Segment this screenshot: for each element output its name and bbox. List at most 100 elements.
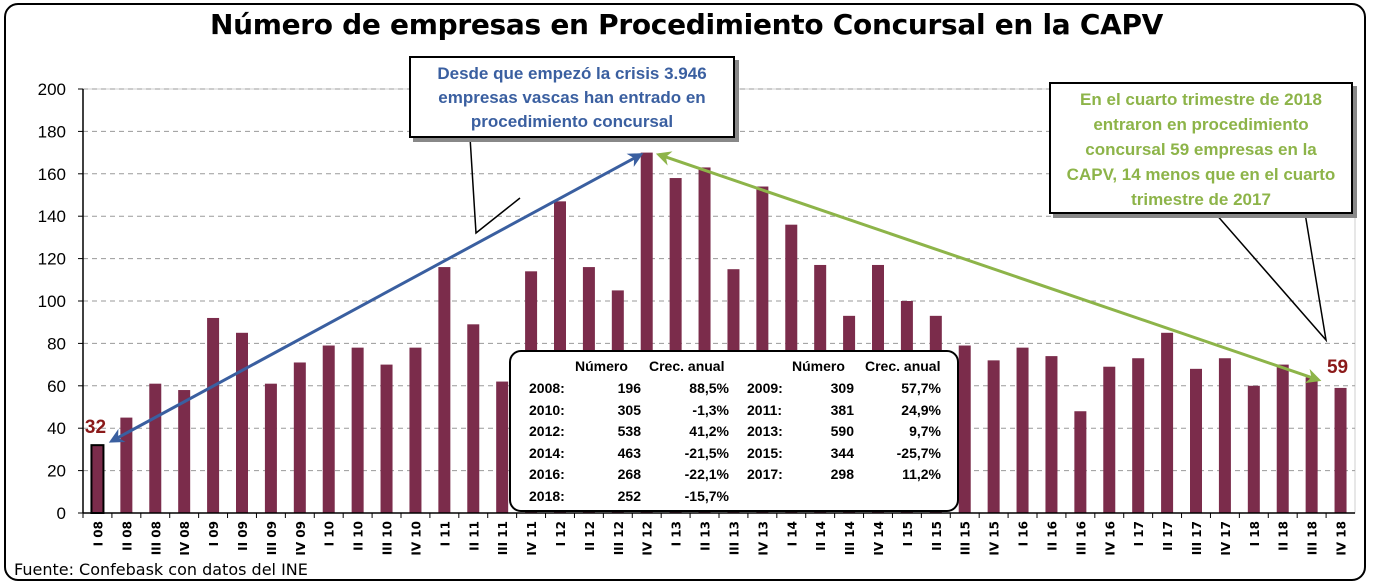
bar xyxy=(496,381,509,513)
y-tick-label: 0 xyxy=(57,504,66,523)
table-growth: 41,2% xyxy=(689,423,729,439)
x-tick-label: III 15 xyxy=(959,521,973,555)
table-number: 298 xyxy=(830,466,854,482)
bar xyxy=(207,317,220,513)
y-tick-label: 100 xyxy=(38,292,66,311)
x-tick-label: II 18 xyxy=(1277,521,1291,551)
x-tick-label: IV 08 xyxy=(178,521,192,556)
x-tick-label: III 18 xyxy=(1306,521,1320,555)
table-number: 305 xyxy=(617,401,641,418)
x-tick-label: III 12 xyxy=(612,521,626,555)
x-tick-label: IV 14 xyxy=(872,521,886,556)
x-tick-label: I 16 xyxy=(1017,521,1031,546)
table-year: 2013: xyxy=(747,423,783,439)
table-growth: -1,3% xyxy=(692,401,729,418)
table-year: 2011: xyxy=(747,401,783,418)
x-tick-label: III 13 xyxy=(727,521,741,555)
x-tick-label: II 15 xyxy=(930,521,944,551)
bar xyxy=(1247,385,1260,513)
bar xyxy=(1334,387,1347,513)
table-number: 309 xyxy=(830,380,854,396)
table-header-number: Número xyxy=(575,358,628,374)
x-tick-label: I 08 xyxy=(91,521,105,546)
x-tick-label: III 08 xyxy=(149,521,163,555)
x-tick-label: II 09 xyxy=(236,521,250,551)
x-tick-label: I 09 xyxy=(207,521,221,546)
table-year: 2016: xyxy=(529,466,565,482)
bar xyxy=(178,390,191,513)
x-tick-label: II 12 xyxy=(583,521,597,551)
bar xyxy=(958,345,971,513)
x-tick-label: II 08 xyxy=(120,521,134,551)
y-tick-label: 120 xyxy=(38,250,66,269)
x-tick-label: I 14 xyxy=(785,521,799,546)
x-tick-label: I 12 xyxy=(554,521,568,546)
x-tick-label: IV 15 xyxy=(988,521,1002,556)
table-number: 463 xyxy=(617,444,641,461)
bar xyxy=(987,360,1000,513)
table-year: 2009: xyxy=(747,380,783,396)
bar xyxy=(380,364,393,513)
x-tick-label: III 10 xyxy=(381,521,395,555)
chart-frame xyxy=(4,3,1366,581)
x-tick-label: I 10 xyxy=(323,521,337,546)
crisis-trend-arrow xyxy=(108,153,644,443)
x-tick-label: II 14 xyxy=(814,521,828,551)
y-tick-label: 140 xyxy=(38,207,66,226)
bar xyxy=(90,444,105,514)
source-note: Fuente: Confebask con datos del INE xyxy=(14,560,308,579)
table-growth: 24,9% xyxy=(901,401,941,418)
x-tick-label: IV 11 xyxy=(525,521,539,556)
table-year: 2014: xyxy=(529,444,565,461)
x-tick-label: I 13 xyxy=(670,521,684,546)
table-number: 381 xyxy=(830,401,854,418)
x-tick-label: IV 12 xyxy=(641,521,655,556)
last-value-label: 59 xyxy=(1327,357,1348,378)
annual-summary-table: Número Crec. anual Número Crec. anual 2008: 1… xyxy=(509,350,959,512)
latest-callout-line: En el cuarto trimestre de 2018 xyxy=(1080,90,1322,109)
table-growth: -25,7% xyxy=(896,444,941,461)
bar xyxy=(264,383,277,513)
table-growth: 9,7% xyxy=(909,423,941,439)
bar xyxy=(1074,411,1087,513)
crisis-callout: Desde que empezó la crisis 3.946 empresa… xyxy=(409,56,735,138)
y-tick-label: 40 xyxy=(47,419,66,438)
table-header-growth: Crec. anual xyxy=(649,358,725,374)
table-number: 268 xyxy=(617,466,641,482)
table-growth: 88,5% xyxy=(689,380,729,396)
latest-quarter-callout: En el cuarto trimestre de 2018 entraron … xyxy=(1049,82,1353,214)
bar xyxy=(1045,356,1058,513)
crisis-callout-line: procedimiento concursal xyxy=(470,112,674,131)
x-tick-label: II 10 xyxy=(352,521,366,551)
latest-callout-pointer xyxy=(1214,212,1328,343)
x-tick-label: IV 18 xyxy=(1335,521,1349,556)
bar xyxy=(1132,358,1145,513)
x-tick-label: IV 09 xyxy=(294,521,308,556)
bar xyxy=(1305,377,1318,513)
table-growth: -22,1% xyxy=(684,466,729,482)
bar xyxy=(236,332,248,513)
table-growth: 57,7% xyxy=(901,380,941,396)
bar xyxy=(467,324,480,513)
latest-callout-line: CAPV, 14 menos que en el cuarto xyxy=(1066,165,1336,184)
table-header-number: Número xyxy=(792,358,845,374)
table-year: 2010: xyxy=(529,401,565,418)
x-tick-label: II 11 xyxy=(467,521,481,551)
bar xyxy=(1161,332,1174,513)
latest-callout-line: concursal 59 empresas en la xyxy=(1085,140,1317,159)
table-year: 2017: xyxy=(747,466,783,482)
table-header-growth: Crec. anual xyxy=(865,358,941,374)
chart-title: Número de empresas en Procedimiento Conc… xyxy=(209,8,1164,41)
y-tick-label: 200 xyxy=(38,80,66,99)
bar xyxy=(1190,368,1202,513)
bar xyxy=(351,347,364,513)
bar xyxy=(409,347,422,513)
bar xyxy=(149,383,162,513)
table-year: 2015: xyxy=(747,444,783,461)
x-tick-label: III 16 xyxy=(1074,521,1088,555)
x-tick-label: III 11 xyxy=(496,521,510,555)
table-number: 590 xyxy=(830,423,854,439)
table-year: 2012: xyxy=(529,423,565,439)
table-number: 538 xyxy=(617,423,641,439)
x-tick-label: II 16 xyxy=(1045,521,1059,551)
